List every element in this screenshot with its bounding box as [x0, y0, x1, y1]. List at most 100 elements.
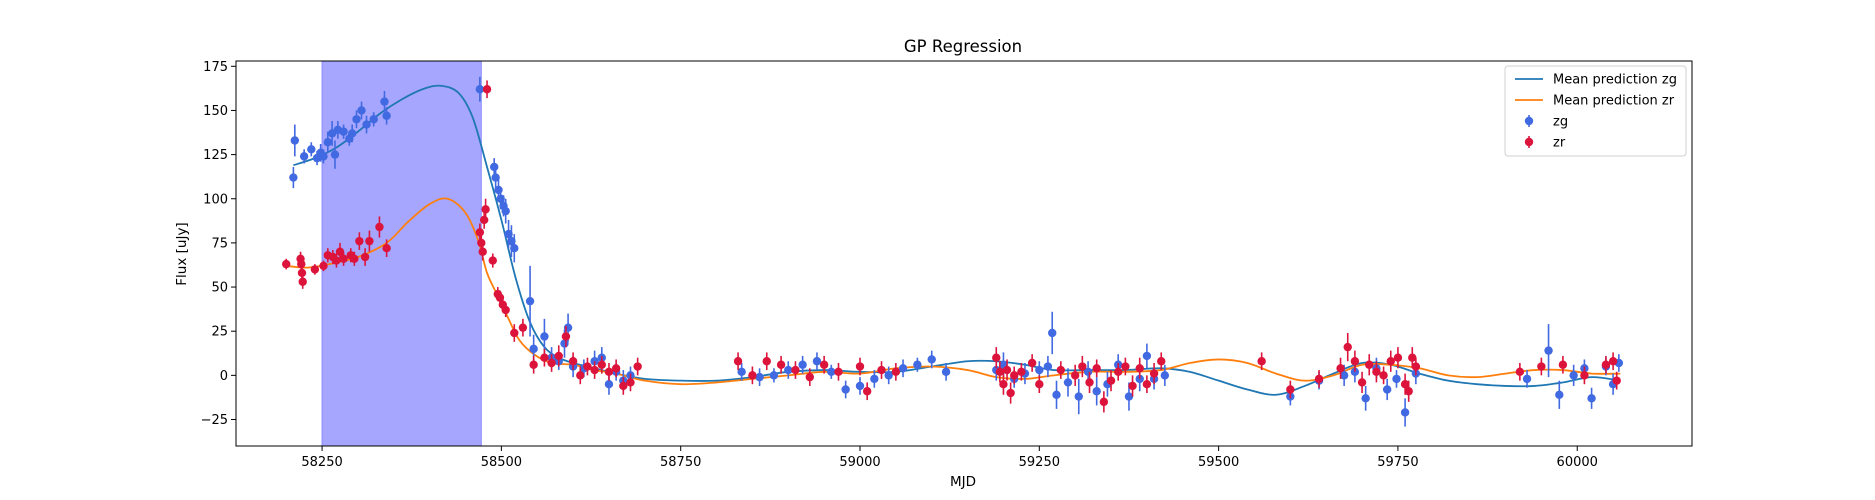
y-tick-label: 75 [211, 236, 228, 251]
data-point [510, 328, 519, 338]
data-point [776, 360, 786, 369]
x-axis-label: MJD [950, 474, 976, 490]
data-point [604, 379, 614, 389]
data-point [992, 353, 1001, 362]
data-point [898, 364, 908, 373]
data-point [1336, 364, 1345, 373]
data-point [1121, 362, 1130, 371]
data-point [475, 228, 485, 237]
data-point [805, 372, 814, 382]
data-point [1339, 371, 1349, 380]
data-point [1555, 390, 1564, 399]
legend-item: Mean prediction zg [1515, 73, 1677, 88]
data-point [518, 323, 528, 332]
data-point [1142, 379, 1152, 389]
data-point [365, 236, 374, 246]
data-point [1078, 362, 1087, 371]
data-point [347, 129, 357, 138]
x-tick-label: 59250 [1019, 455, 1060, 470]
y-axis-label: Flux [uJy] [174, 222, 190, 285]
data-point [927, 355, 936, 364]
data-point [1099, 397, 1109, 407]
data-point [1372, 367, 1381, 377]
data-point [769, 371, 779, 380]
data-point [1537, 362, 1546, 371]
data-point [995, 367, 1005, 377]
data-point [755, 372, 764, 382]
data-point [1350, 357, 1360, 366]
data-point [1128, 381, 1137, 391]
data-point [1124, 392, 1134, 401]
data-point [319, 152, 328, 161]
legend-label: zr [1553, 136, 1566, 151]
data-point [290, 136, 300, 145]
shaded-span [321, 61, 482, 446]
data-point [1601, 360, 1611, 369]
data-point [501, 206, 510, 216]
legend-label: Mean prediction zg [1553, 73, 1677, 88]
data-point [1522, 374, 1532, 384]
data-point [490, 162, 499, 172]
data-point [619, 381, 628, 391]
data-point [819, 360, 829, 369]
data-point [1257, 357, 1266, 366]
data-point [1343, 342, 1352, 352]
y-tick-label: 175 [203, 60, 228, 75]
x-tick-label: 60000 [1557, 455, 1598, 470]
data-point [477, 238, 486, 248]
data-point [1361, 394, 1370, 403]
data-point [1608, 357, 1618, 366]
legend-item: zg [1524, 115, 1568, 130]
data-point [479, 215, 489, 225]
y-tick-label: −25 [201, 413, 228, 428]
data-point [1386, 357, 1395, 366]
data-point [855, 381, 865, 391]
data-point [1070, 371, 1080, 380]
data-point [529, 344, 538, 354]
x-tick-label: 59000 [839, 455, 880, 470]
x-tick-label: 58250 [301, 455, 342, 470]
data-point [1006, 388, 1015, 398]
data-point [310, 265, 320, 274]
data-point [1035, 379, 1044, 389]
data-point [877, 365, 886, 375]
data-point [307, 145, 316, 154]
x-tick-label: 58500 [481, 455, 522, 470]
data-point [862, 387, 872, 396]
data-point [297, 259, 306, 269]
data-point [525, 296, 535, 306]
data-point [1408, 353, 1417, 362]
data-point [1157, 357, 1166, 366]
data-point [1286, 385, 1295, 394]
data-point [1052, 390, 1061, 399]
data-point [1043, 362, 1053, 371]
data-point [1160, 371, 1170, 380]
data-point [633, 362, 642, 371]
data-point [1314, 374, 1324, 384]
data-point [298, 277, 307, 286]
data-point [1056, 365, 1066, 375]
y-tick-label: 100 [203, 192, 228, 207]
data-point [289, 173, 298, 182]
data-point [1135, 364, 1144, 373]
data-point [611, 364, 621, 373]
data-point [540, 353, 549, 362]
data-point [501, 305, 510, 315]
data-point [482, 85, 492, 94]
legend: Mean prediction zg Mean prediction zr zg zr [1504, 65, 1687, 157]
data-point [1393, 353, 1403, 362]
data-point [870, 374, 879, 384]
data-point [1558, 360, 1568, 369]
data-point [375, 222, 384, 232]
data-point [1357, 378, 1367, 387]
data-point [1379, 371, 1388, 380]
data-point [510, 244, 519, 253]
y-tick-label: 0 [220, 369, 228, 384]
data-point [339, 254, 348, 263]
data-point [999, 379, 1008, 389]
data-point [332, 256, 341, 265]
legend-marker-swatch [1524, 116, 1534, 126]
data-point [1002, 365, 1012, 375]
data-point [762, 357, 771, 366]
data-point [330, 150, 340, 159]
